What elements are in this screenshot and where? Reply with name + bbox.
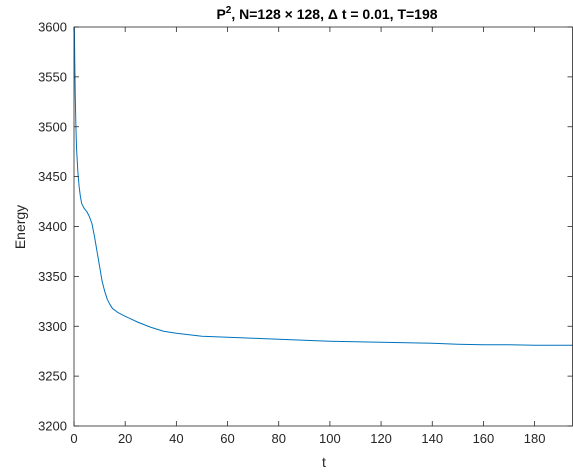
x-tick-label: 120 [370, 431, 392, 446]
x-tick-label: 40 [169, 431, 183, 446]
chart-title: P2, N=128 × 128, Δ t = 0.01, T=198 [216, 5, 437, 22]
x-axis-label: t [322, 454, 326, 470]
y-tick-label: 3600 [38, 20, 67, 35]
x-axis-ticks: 0 20 40 60 80 100 120 140 160 180 [70, 27, 545, 446]
x-tick-label: 80 [271, 431, 285, 446]
x-tick-label: 60 [220, 431, 234, 446]
chart-title-superscript: 2 [226, 5, 232, 16]
y-tick-label: 3400 [38, 219, 67, 234]
energy-series-line [73, 26, 573, 346]
x-tick-label: 20 [118, 431, 132, 446]
x-tick-label: 140 [421, 431, 443, 446]
y-tick-label: 3450 [38, 169, 67, 184]
x-tick-label: 160 [473, 431, 495, 446]
y-tick-label: 3350 [38, 269, 67, 284]
plot-area [74, 27, 573, 426]
chart-title-part2: , N=128 × 128, Δ t = 0.01, T=198 [231, 6, 437, 22]
y-tick-label: 3300 [38, 319, 67, 334]
y-tick-label: 3250 [38, 369, 67, 384]
x-tick-label: 100 [319, 431, 341, 446]
chart-title-part1: P [216, 6, 225, 22]
y-tick-label: 3550 [38, 69, 67, 84]
y-tick-label: 3500 [38, 119, 67, 134]
x-tick-label: 0 [70, 431, 77, 446]
y-tick-label: 3200 [38, 419, 67, 434]
x-tick-label: 180 [524, 431, 546, 446]
y-axis-label: Energy [12, 205, 28, 249]
series-layer [73, 26, 573, 346]
y-axis-ticks: 3200 3250 3300 3350 3400 3450 3500 3550 3600 [38, 20, 573, 434]
